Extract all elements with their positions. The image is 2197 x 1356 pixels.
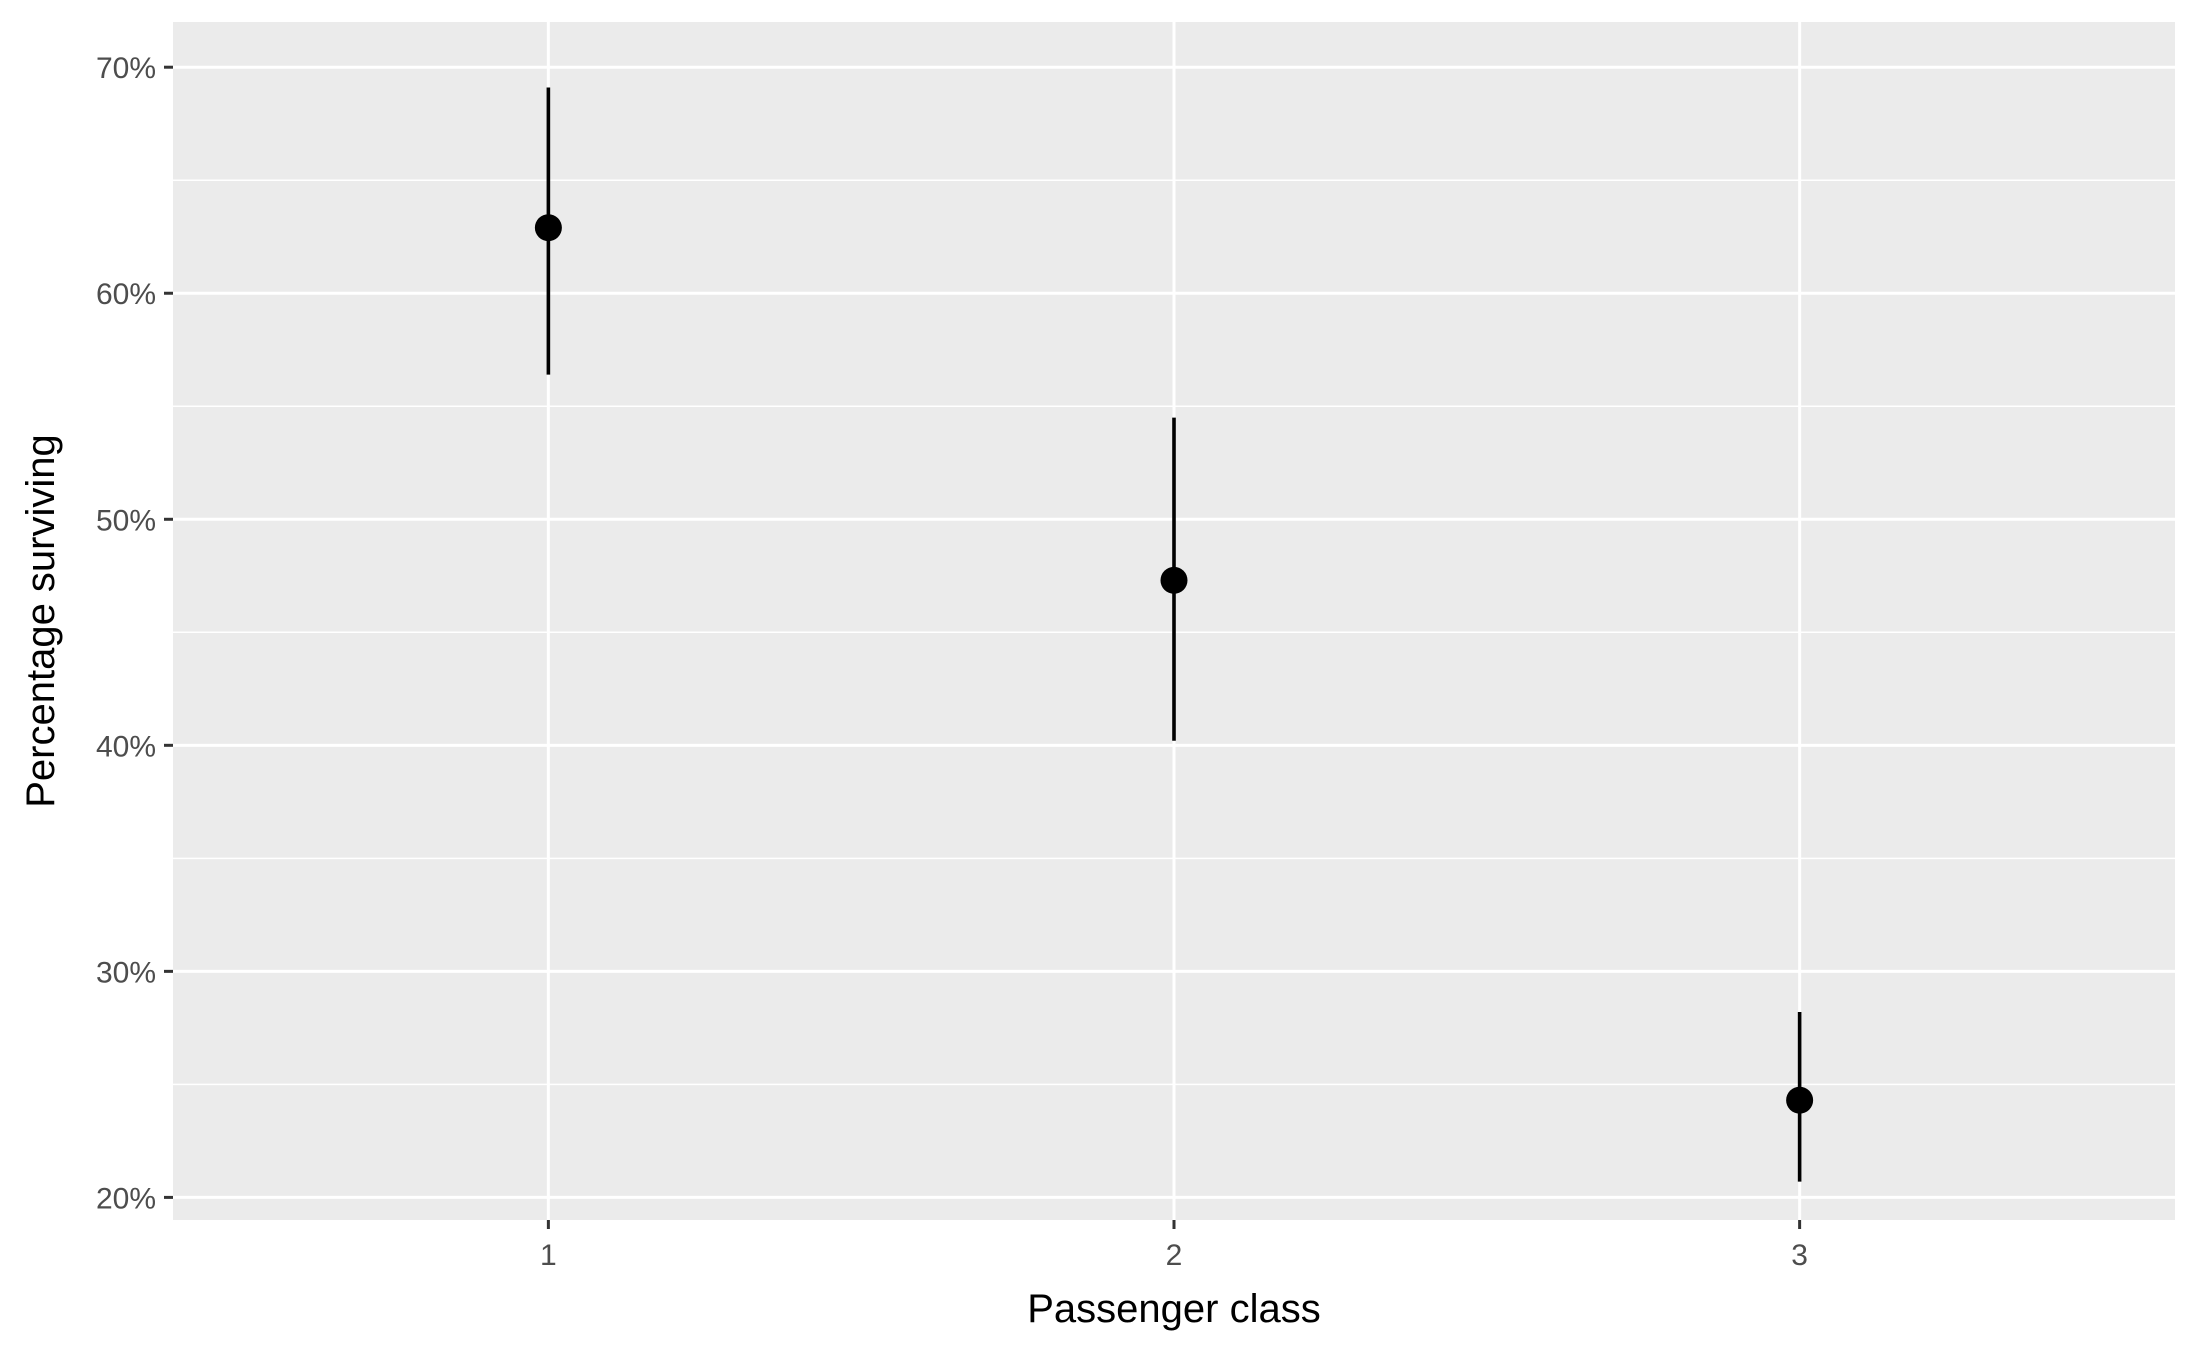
x-tick-label: 1 bbox=[540, 1239, 557, 1272]
data-marks bbox=[534, 87, 1814, 1182]
y-axis: 20% 30% 40% 50% 60% 70% bbox=[96, 52, 173, 1215]
x-tick-label: 2 bbox=[1166, 1239, 1183, 1272]
data-point bbox=[1160, 566, 1188, 594]
y-axis-title: Percentage surviving bbox=[19, 434, 63, 808]
data-point bbox=[534, 214, 562, 242]
y-tick-label: 60% bbox=[96, 278, 156, 311]
x-tick-label: 3 bbox=[1791, 1239, 1808, 1272]
x-axis-title: Passenger class bbox=[1027, 1287, 1320, 1331]
grid-major bbox=[173, 22, 2175, 1220]
y-tick-label: 70% bbox=[96, 52, 156, 85]
y-tick-label: 40% bbox=[96, 730, 156, 763]
data-point bbox=[1786, 1086, 1814, 1114]
x-axis: 1 2 3 bbox=[540, 1220, 1808, 1272]
y-tick-label: 50% bbox=[96, 504, 156, 537]
y-tick-label: 30% bbox=[96, 956, 156, 989]
y-tick-label: 20% bbox=[96, 1182, 156, 1215]
